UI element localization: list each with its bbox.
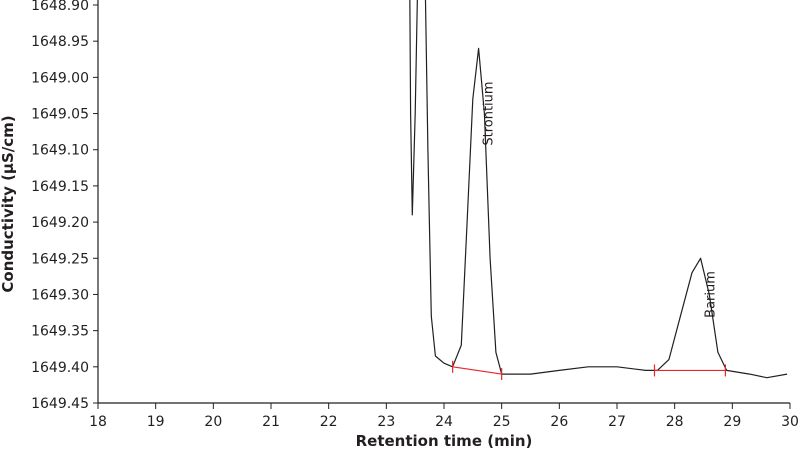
y-tick-label: 1649.40 bbox=[31, 360, 89, 376]
peak-baseline bbox=[452, 360, 503, 381]
x-tick-label: 28 bbox=[666, 414, 684, 430]
y-tick-label: 1648.95 bbox=[31, 34, 89, 50]
y-tick-label: 1649.30 bbox=[31, 287, 89, 303]
x-tick-label: 19 bbox=[147, 414, 165, 430]
y-tick-label: 1649.10 bbox=[31, 143, 89, 159]
y-tick-label: 1649.25 bbox=[31, 251, 89, 267]
y-tick-label: 1649.35 bbox=[31, 324, 89, 340]
x-tick-label: 22 bbox=[320, 414, 338, 430]
y-tick-label: 1648.90 bbox=[31, 0, 89, 14]
y-tick-label: 1649.15 bbox=[31, 179, 89, 195]
x-tick-label: 18 bbox=[89, 414, 107, 430]
x-tick-label: 21 bbox=[262, 414, 280, 430]
x-tick-label: 29 bbox=[723, 414, 741, 430]
axes: 18 19 20 21 22 23 24 25 26 27 28 29 30 1648.90 1648.95… bbox=[31, 0, 799, 430]
peak-label: Strontium bbox=[481, 81, 496, 145]
x-axis-label: Retention time (min) bbox=[356, 432, 533, 450]
y-tick-label: 1649.20 bbox=[31, 215, 89, 231]
x-tick-label: 20 bbox=[204, 414, 222, 430]
x-tick-label: 27 bbox=[608, 414, 626, 430]
baseline-segment bbox=[452, 366, 502, 375]
x-tick-label: 24 bbox=[435, 414, 453, 430]
y-tick-label: 1649.00 bbox=[31, 70, 89, 86]
peak-baseline bbox=[653, 364, 727, 377]
x-tick-label: 23 bbox=[377, 414, 395, 430]
plot-area: Strontium Barium bbox=[409, 0, 788, 381]
x-tick-label: 26 bbox=[550, 414, 568, 430]
peak-label: Barium bbox=[703, 271, 718, 318]
x-tick-label: 25 bbox=[493, 414, 511, 430]
y-tick-label: 1649.05 bbox=[31, 107, 89, 123]
y-axis-label: Conductivity (µS/cm) bbox=[0, 115, 17, 292]
trace-line bbox=[409, 0, 788, 379]
y-tick-label: 1649.45 bbox=[31, 396, 89, 412]
x-tick-label: 30 bbox=[781, 414, 799, 430]
